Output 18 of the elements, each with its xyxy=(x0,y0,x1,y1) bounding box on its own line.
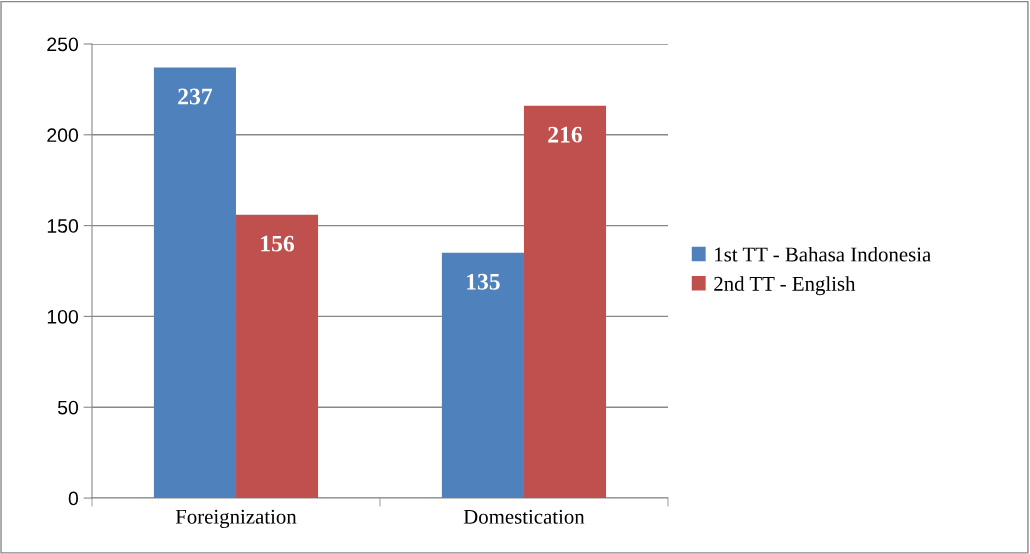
y-tick-label: 250 xyxy=(47,37,79,52)
data-label: 216 xyxy=(548,126,583,143)
bar xyxy=(235,214,319,499)
data-label: 237 xyxy=(178,88,213,105)
bar xyxy=(523,105,607,499)
y-tick-label: 150 xyxy=(47,219,79,233)
x-tick-label: Domestication xyxy=(463,509,585,524)
bar xyxy=(153,67,236,499)
y-tick-label: 0 xyxy=(68,491,79,506)
legend-label: 1st TT - Bahasa Indonesia xyxy=(715,246,931,262)
y-tick-label: 100 xyxy=(47,309,79,324)
y-tick-label: 50 xyxy=(57,400,79,415)
bar xyxy=(441,252,524,499)
legend-label: 2nd TT - English xyxy=(714,276,856,296)
data-label: 135 xyxy=(467,273,500,290)
x-tick-label: Foreignization xyxy=(175,509,297,529)
y-tick-label: 200 xyxy=(47,128,79,143)
data-label: 156 xyxy=(261,235,295,252)
